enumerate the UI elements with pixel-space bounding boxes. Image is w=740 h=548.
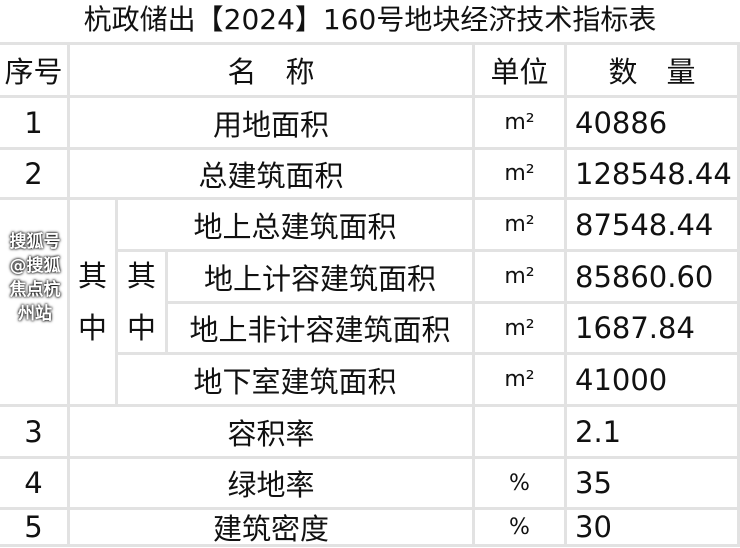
row-qty: 30 [567,510,740,547]
row-qty: 85860.60 [567,252,740,304]
row-seq: 2 [0,150,70,200]
row-seq: 3 [0,407,70,459]
row-unit [475,407,567,459]
row-unit: % [475,459,567,510]
header-qty: 数 量 [567,45,740,98]
header-name: 名 称 [70,45,475,98]
row-name: 总建筑面积 [70,150,475,200]
row-unit: m² [475,355,567,407]
row-name: 绿地率 [70,459,475,510]
row-qty: 2.1 [567,407,740,459]
row-seq: 4 [0,459,70,510]
row-unit: m² [475,252,567,304]
row-qty: 40886 [567,98,740,150]
row-qty: 87548.44 [567,200,740,252]
row-name: 地上计容建筑面积 [168,252,475,304]
row-unit: % [475,510,567,547]
table-title: 杭政储出【2024】160号地块经济技术指标表 [83,3,657,36]
group-label-outer: 其中 [70,200,118,407]
row-qty: 41000 [567,355,740,407]
row-name: 地上总建筑面积 [118,200,475,252]
row-name: 用地面积 [70,98,475,150]
row-name: 容积率 [70,407,475,459]
group-char: 中 [77,311,107,345]
row-unit: m² [475,304,567,355]
row-name: 建筑密度 [70,510,475,547]
row-name: 地上非计容建筑面积 [168,304,475,355]
group-char: 中 [126,311,156,345]
row-name: 地下室建筑面积 [118,355,475,407]
group-char: 其 [77,259,107,293]
group-char: 其 [126,259,156,293]
row-unit: m² [475,200,567,252]
row-qty: 1687.84 [567,304,740,355]
row-seq-empty [0,200,70,407]
header-unit: 单位 [475,45,567,98]
row-qty: 35 [567,459,740,510]
row-unit: m² [475,150,567,200]
group-label-inner: 其中 [118,252,168,355]
row-unit: m² [475,98,567,150]
row-qty: 128548.44 [567,150,740,200]
watermark: 搜狐号@搜狐焦点杭州站 [9,232,61,324]
divider [0,42,740,45]
header-seq: 序号 [0,45,70,98]
row-seq: 1 [0,98,70,150]
row-seq: 5 [0,510,70,547]
